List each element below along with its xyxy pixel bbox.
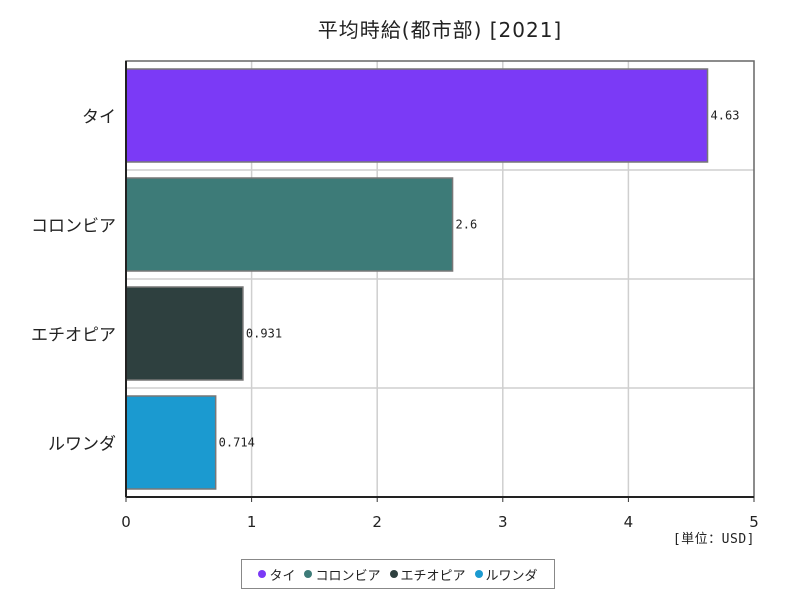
y-tick-label: ルワンダ	[48, 435, 116, 455]
legend-item: エチオピア	[389, 565, 466, 584]
legend-item: タイ	[258, 565, 295, 584]
unit-label: [単位：USD]	[672, 532, 755, 547]
chart-title: 平均時給(都市部) [2021]	[317, 18, 563, 42]
data-label: 2.6	[456, 218, 478, 232]
data-label: 0.714	[219, 436, 255, 450]
legend-label: エチオピア	[400, 568, 466, 584]
bar	[125, 395, 217, 490]
legend-label: コロンビア	[315, 568, 381, 584]
x-tick-label: 5	[749, 513, 759, 531]
x-tick-label: 4	[624, 513, 634, 531]
bar	[125, 177, 454, 272]
legend: タイ コロンビア エチオピア ルワンダ	[241, 559, 555, 589]
legend-label: タイ	[269, 568, 296, 584]
x-tick-label: 3	[498, 513, 508, 531]
x-tick-label: 0	[121, 513, 131, 531]
y-tick-label: エチオピア	[31, 326, 116, 346]
x-tick-label: 1	[247, 513, 257, 531]
legend-item: ルワンダ	[474, 565, 538, 584]
bar	[125, 286, 244, 381]
legend-marker	[304, 570, 313, 578]
y-tick-label: コロンビア	[31, 217, 116, 237]
legend-marker	[474, 570, 483, 578]
x-tick-label: 2	[372, 513, 382, 531]
legend-marker	[389, 570, 398, 578]
legend-item: コロンビア	[304, 565, 381, 584]
data-label: 0.931	[246, 327, 282, 341]
legend-marker	[258, 570, 267, 578]
data-label: 4.63	[711, 109, 740, 123]
bar	[125, 68, 709, 163]
legend-label: ルワンダ	[485, 568, 538, 584]
y-tick-label: タイ	[82, 108, 116, 128]
